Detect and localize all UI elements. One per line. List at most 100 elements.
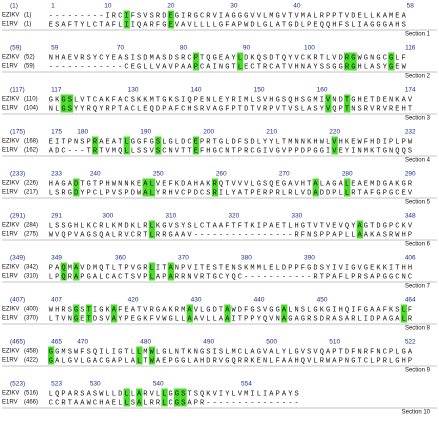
- sequence-name: EZIKV: [2, 349, 19, 355]
- identity-shade: [237, 61, 244, 71]
- sequence-start: (1): [24, 13, 31, 19]
- identity-shade: [192, 61, 200, 71]
- sequence-name: EZIKV: [2, 223, 19, 229]
- sequence-name: EZIKV: [2, 307, 19, 313]
- sequence-name: E1RV: [2, 274, 18, 280]
- identity-shade: [192, 136, 200, 146]
- section-label: Section 9: [405, 368, 431, 374]
- position-tick: 70: [117, 45, 125, 52]
- identity-shade: [211, 187, 219, 197]
- identity-shade: [148, 262, 156, 272]
- sequence-name: EZIKV: [2, 55, 19, 61]
- identity-shade: [400, 313, 408, 323]
- sequence-start: (466): [24, 400, 38, 406]
- identity-shade: [142, 187, 149, 197]
- identity-shade: [66, 94, 74, 104]
- position-tick: 220: [329, 129, 340, 136]
- position-tick: 430: [191, 297, 202, 304]
- identity-shade: [136, 355, 143, 365]
- position-tick: 510: [329, 339, 340, 346]
- position-tick: 180: [77, 129, 88, 136]
- sequence-start: (342): [24, 265, 38, 271]
- position-tick: 291: [51, 213, 62, 220]
- identity-shade: [167, 262, 174, 272]
- position-tick: 190: [140, 129, 151, 136]
- position-tick: 530: [90, 381, 101, 388]
- position-tick: 59: [51, 45, 59, 52]
- position-tick: 349: [51, 255, 62, 262]
- section-label: Section 1: [405, 32, 431, 38]
- sequence-start: (400): [24, 307, 38, 313]
- identity-shade: [148, 271, 156, 281]
- sequence-start: (162): [24, 148, 38, 154]
- identity-shade: [123, 19, 130, 29]
- position-tick: 10: [104, 3, 112, 10]
- section-start: (233): [10, 171, 25, 178]
- identity-shade: [148, 187, 156, 197]
- section-label: Section 7: [405, 284, 431, 290]
- section-label: Section 4: [405, 158, 431, 164]
- identity-shade: [111, 304, 118, 314]
- position-tick: 370: [178, 255, 189, 262]
- sequence: ------------CEGLLVAVPAAPCAINGTLECTRCATVH…: [49, 63, 407, 71]
- position-tick: 310: [165, 213, 176, 220]
- sequence-start: (110): [24, 97, 38, 103]
- section-start: (59): [10, 45, 22, 52]
- position-tick: 470: [77, 339, 88, 346]
- section-label: Section 6: [405, 242, 431, 248]
- sequence-start: (310): [24, 274, 38, 280]
- position-tick: 390: [304, 255, 315, 262]
- position-tick: 80: [180, 45, 188, 52]
- sequence-start: (168): [24, 139, 38, 145]
- sequence-start: (458): [24, 349, 38, 355]
- position-tick: 30: [230, 3, 238, 10]
- identity-shade: [344, 52, 351, 62]
- identity-shade: [85, 313, 93, 323]
- sequence: PAQMAVDMQTLTPVGRLITANPVITESTENSKMMLELDPP…: [49, 264, 412, 272]
- position-tick: 465: [51, 339, 62, 346]
- identity-shade: [73, 178, 80, 188]
- sequence: GKGSLVTCAKFACSKKMTGKSIQPENLEYRIMLSVHGSQH…: [49, 96, 413, 104]
- sequence-start: (104): [24, 106, 38, 112]
- identity-shade: [174, 388, 181, 398]
- identity-shade: [356, 220, 363, 230]
- identity-shade: [148, 355, 156, 365]
- sequence: CCRTAAWCHAELLSALRRLCGSAPR---------------: [49, 399, 299, 407]
- identity-shade: [344, 103, 351, 113]
- identity-shade: [161, 388, 168, 398]
- sequence: NHAEVRSYCYEASISDMASDSRCPTQGEAYLDKQSDTQYV…: [49, 54, 406, 62]
- position-tick: 1: [51, 3, 55, 10]
- position-tick: 20: [167, 3, 175, 10]
- position-tick: 450: [317, 297, 328, 304]
- identity-shade: [192, 52, 200, 62]
- sequence-name: E1RV: [2, 64, 18, 70]
- position-tick: 320: [228, 213, 239, 220]
- identity-shade: [155, 145, 162, 155]
- identity-shade: [344, 187, 351, 197]
- sequence: HAGADTGTPHWNNKEALVEFKDAHAKRQTVVVLGSQEGAV…: [49, 180, 413, 188]
- sequence-start: (275): [24, 232, 38, 238]
- sequence-start: (52): [24, 55, 35, 61]
- sequence-name: E1RV: [2, 190, 18, 196]
- section-label: Section 10: [402, 410, 431, 416]
- sequence: LSSGHLKCRLKMDKLRLKGVSYSLCTAAFTFTKIPAETLH…: [49, 222, 413, 230]
- identity-shade: [325, 103, 332, 113]
- identity-shade: [123, 145, 130, 155]
- sequence-name: E1RV: [2, 22, 18, 28]
- identity-shade: [136, 388, 143, 398]
- sequence-start: (59): [24, 64, 35, 70]
- sequence-name: EZIKV: [2, 97, 19, 103]
- sequence: ADC---TRTVMQLLSSVSCNVTTEFHGCNTPRCGIVGVPP…: [49, 147, 412, 155]
- identity-shade: [92, 136, 99, 146]
- position-tick: 150: [254, 87, 265, 94]
- identity-shade: [174, 397, 181, 407]
- section-start: (1): [10, 3, 18, 10]
- section-start: (465): [10, 339, 25, 346]
- identity-shade: [167, 19, 174, 29]
- identity-shade: [211, 178, 219, 188]
- section-start: (291): [10, 213, 25, 220]
- identity-shade: [142, 178, 149, 188]
- identity-shade: [312, 178, 319, 188]
- sequence-start: (516): [24, 391, 38, 397]
- position-tick: 464: [405, 297, 416, 304]
